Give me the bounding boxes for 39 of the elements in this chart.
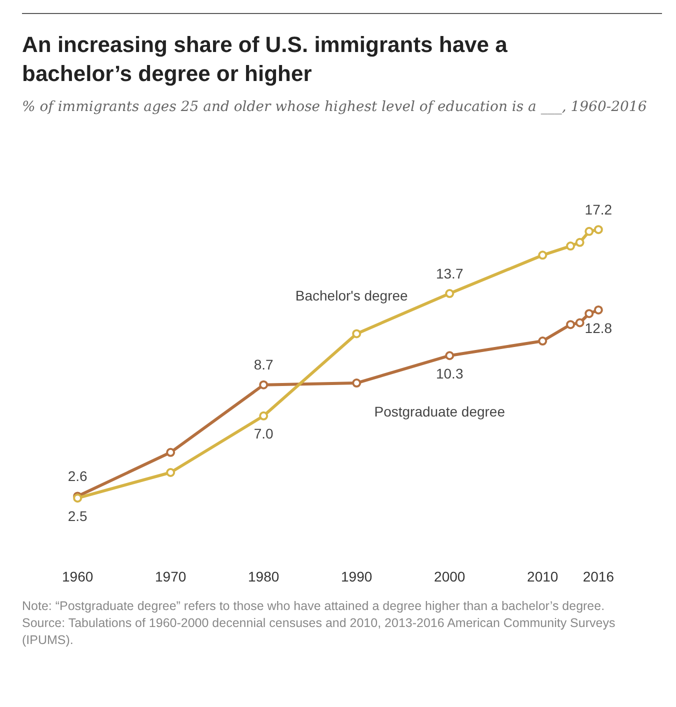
- x-tick-label: 2016: [582, 568, 614, 584]
- data-label: 12.8: [584, 320, 612, 336]
- point: [594, 225, 603, 234]
- x-tick-label: 1980: [248, 568, 280, 584]
- point: [259, 380, 268, 390]
- point: [445, 351, 454, 360]
- point: [259, 411, 268, 420]
- x-tick-label: 1990: [341, 568, 372, 584]
- x-tick-label: 1960: [62, 568, 94, 584]
- x-tick-label: 2000: [434, 568, 466, 584]
- series-label: Postgraduate degree: [374, 403, 506, 420]
- point: [352, 329, 362, 338]
- point: [166, 468, 176, 477]
- point: [566, 242, 576, 251]
- x-tick-label: 2010: [527, 568, 558, 584]
- point: [584, 309, 594, 318]
- data-label: 2.5: [68, 508, 88, 524]
- point: [566, 320, 576, 330]
- series-label: Bachelor's degree: [295, 288, 408, 304]
- data-label: 13.7: [436, 265, 464, 282]
- chart-title: An increasing share of U.S. immigrants have a bachelor’s degree or higher: [22, 31, 508, 88]
- point: [445, 289, 454, 298]
- point: [584, 226, 594, 236]
- point: [166, 448, 176, 457]
- point: [594, 305, 603, 314]
- data-label: 8.7: [254, 356, 274, 373]
- chart-subtitle: % of immigrants ages 25 and older whose highest level of education is a ___, 1960-2016: [22, 98, 648, 117]
- x-tick-label: 1970: [155, 568, 186, 584]
- point: [575, 238, 584, 247]
- data-label: 10.3: [436, 365, 464, 382]
- point: [538, 336, 548, 346]
- text: Note: “Postgraduate degree” refers to those who have attained a degree higher than a bachelor’s degree.: [22, 598, 606, 615]
- data-label: 7.0: [254, 426, 274, 442]
- data-label: 17.2: [584, 201, 612, 218]
- point: [575, 318, 584, 328]
- point: [352, 378, 362, 388]
- source-note: Source: Tabulations of 1960-2000 decennial censuses and 2010, 2013-2016 American Community Surveys (IPUMS).: [22, 615, 616, 649]
- point: [538, 250, 548, 260]
- data-label: 2.6: [68, 468, 88, 484]
